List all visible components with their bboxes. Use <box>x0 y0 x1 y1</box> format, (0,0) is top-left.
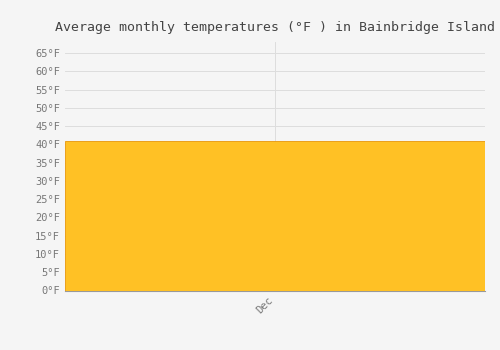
Title: Average monthly temperatures (°F ) in Bainbridge Island: Average monthly temperatures (°F ) in Ba… <box>55 21 495 34</box>
Bar <box>65 141 485 290</box>
